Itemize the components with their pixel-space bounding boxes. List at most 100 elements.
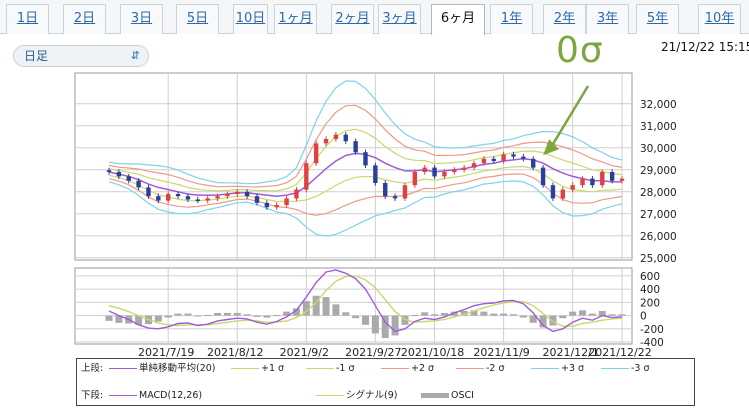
legend-swatch [109,395,137,396]
legend-swatch [231,368,259,369]
osci-bar [470,310,478,316]
candle-body [402,185,408,199]
timestamp: 21/12/22 15:15 [661,40,749,54]
osci-bar [292,308,300,316]
candle-body [313,143,319,164]
lower-y-tick-label: -400 [640,337,664,349]
tab-14[interactable]: 10年 [698,4,741,34]
lower-y-tick-label: 600 [640,271,660,283]
osci-bar [194,315,202,317]
osci-bar [618,314,626,316]
osci-bar [411,314,419,316]
osci-bar [253,315,261,317]
period-tab-strip: 1日 2日 3日 5日 10日 1ヶ月 2ヶ月 3ヶ月 6ヶ月 1年 2年 3年 5年 10年 [0,0,749,35]
candle-body [432,167,437,177]
osci-bar [263,315,271,318]
candle-body [353,141,358,153]
candle-body [373,165,378,183]
legend-item: -2 σ [456,362,505,376]
osci-bar [579,310,587,316]
candle-body [136,180,141,188]
period-select[interactable]: 日足 ⇵ [13,45,149,67]
osci-bar [559,315,567,319]
tab-6[interactable]: 1ヶ月 [274,4,317,34]
candle-body [550,185,556,199]
legend-item-label: MACD(12,26) [139,390,203,401]
tab-12[interactable]: 3年 [586,4,629,34]
legend-item-label: -3 σ [631,363,650,374]
legend-swatch [316,395,344,396]
legend: 上段: 単純移動平均(20) +1 σ -1 σ +2 σ -2 σ +3 σ -3 σ 下… [76,358,695,406]
tab-8[interactable]: 3ヶ月 [378,4,421,34]
legend-item: +1 σ [231,362,284,376]
legend-item-label: +3 σ [561,363,585,374]
candle-body [481,158,487,164]
tab-5[interactable]: 10日 [233,4,268,34]
candle-body [195,199,200,201]
candle-body [363,152,368,166]
candle-body [126,176,131,181]
macd-line [108,269,623,333]
period-select-value: 日足 [24,49,49,63]
candle-body [619,178,625,181]
candle-body [165,194,171,201]
legend-swatch [381,368,409,369]
candle-body [442,172,447,177]
candle-body [116,172,122,177]
candle-body [570,185,575,190]
candle-body [235,191,240,194]
tab-7[interactable]: 2ヶ月 [331,4,374,34]
legend-item: 単純移動平均(20) [109,362,216,376]
osci-bar [381,315,389,339]
osci-bar [312,295,320,316]
x-date-label: 2021/12/22 [588,346,651,359]
tab-1[interactable]: 1日 [6,4,49,34]
tab-10[interactable]: 1年 [490,4,533,34]
osci-bar [549,315,557,326]
up-down-chevron-icon: ⇵ [130,49,140,62]
legend-row-lower-label: 下段: [81,390,104,401]
osci-bar [135,315,143,325]
candle-body [225,194,230,197]
osci-bar [529,315,537,323]
tab-11[interactable]: 2年 [543,4,586,34]
upper-y-tick-label: 30,000 [640,143,677,155]
candle-body [590,178,595,186]
legend-item: OSCI [421,389,474,403]
osci-bar [204,314,212,316]
legend-item-label: -1 σ [336,363,355,374]
tab-13[interactable]: 5年 [636,4,679,34]
x-date-label: 2021/11/9 [473,346,529,359]
upper-y-tick-label: 25,000 [640,253,677,265]
candle-body [215,196,220,199]
legend-item: -3 σ [601,362,650,376]
osci-bar [371,315,379,334]
osci-bar [283,311,291,316]
candle-body [106,170,112,172]
osci-bar [500,313,508,316]
upper-y-tick-label: 26,000 [640,231,677,243]
osci-bar [362,315,369,325]
lower-y-tick-label: 0 [640,311,647,323]
osci-bar [569,311,577,316]
x-date-label: 2021/7/19 [138,346,194,359]
osci-bar [352,315,360,319]
candle-body [471,163,477,168]
tab-9[interactable]: 6ヶ月 [431,4,485,35]
candle-body [422,167,427,172]
minus-1-sigma-line [108,165,623,203]
osci-bar [421,312,429,316]
upper-y-tick-label: 32,000 [640,99,677,111]
candle-body [343,134,348,142]
legend-item: -1 σ [306,362,355,376]
legend-item-label: シグナル(9) [346,390,398,401]
osci-bar [223,312,231,316]
osci-bar [233,312,241,316]
tab-2[interactable]: 2日 [63,4,106,34]
candle-body [531,158,536,168]
tab-4[interactable]: 5日 [176,4,219,34]
plus-1-sigma-line [108,128,623,192]
osci-bar [154,315,162,322]
tab-3[interactable]: 3日 [120,4,163,34]
